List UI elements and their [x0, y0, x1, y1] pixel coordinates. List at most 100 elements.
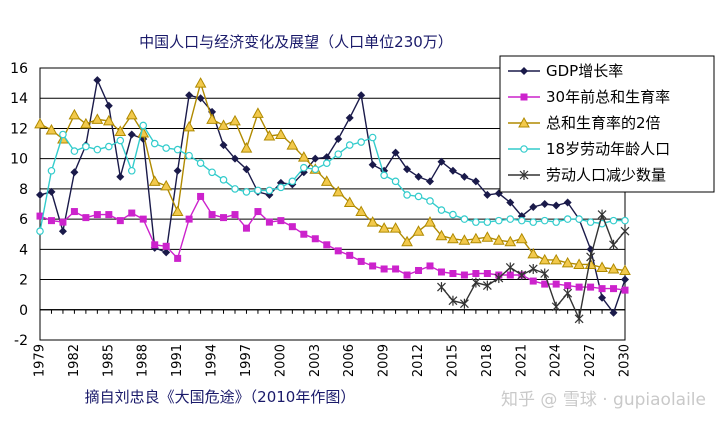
x-tick-label: 2030: [618, 344, 633, 377]
legend-label: 总和生育率的2倍: [546, 114, 661, 132]
data-point-series-4: [47, 166, 56, 175]
data-point-series-3: [206, 113, 218, 124]
series-line-1: [39, 77, 626, 315]
data-point-series-2: [334, 247, 342, 255]
data-point-series-3: [45, 123, 58, 135]
data-point-series-1: [185, 91, 194, 100]
data-point-series-2: [197, 192, 205, 200]
data-point-series-2: [415, 266, 423, 274]
data-point-series-2: [105, 211, 113, 219]
y-tick-label: 2: [19, 273, 28, 289]
data-point-series-4: [59, 130, 67, 139]
data-point-series-2: [621, 286, 629, 294]
data-point-series-3: [297, 151, 310, 162]
data-point-series-1: [471, 177, 480, 186]
data-point-series-1: [93, 76, 102, 85]
data-point-series-3: [275, 128, 287, 139]
data-point-series-2: [541, 280, 549, 288]
data-point-series-5: [517, 270, 527, 281]
data-point-series-3: [481, 231, 494, 242]
data-point-series-2: [426, 262, 434, 270]
data-point-series-2: [47, 217, 55, 225]
data-point-series-3: [596, 261, 608, 272]
data-point-series-3: [424, 216, 436, 227]
data-point-series-4: [300, 163, 308, 172]
data-point-series-1: [36, 190, 44, 199]
data-point-series-3: [515, 232, 528, 244]
legend-marker: [520, 93, 528, 101]
data-point-series-5: [528, 263, 538, 274]
data-point-series-3: [114, 125, 127, 136]
data-point-series-2: [311, 235, 319, 243]
data-point-series-4: [609, 216, 618, 225]
data-point-series-2: [552, 280, 560, 288]
data-point-series-4: [185, 151, 193, 160]
data-point-series-4: [196, 159, 205, 168]
data-point-series-2: [265, 218, 273, 226]
data-point-series-2: [380, 265, 388, 273]
data-point-series-2: [369, 262, 377, 270]
data-point-series-5: [459, 298, 469, 309]
data-point-series-3: [401, 235, 413, 247]
x-tick-label: 2003: [308, 344, 323, 377]
data-point-series-2: [128, 209, 136, 217]
chart-title: 中国人口与经济变化及展望（人口单位230万）: [139, 33, 453, 51]
data-point-series-3: [504, 235, 517, 247]
data-point-series-1: [173, 166, 182, 175]
legend-marker: [519, 170, 529, 180]
data-point-series-5: [494, 273, 504, 284]
data-point-series-1: [460, 172, 469, 181]
data-point-series-3: [102, 114, 115, 126]
data-point-series-1: [483, 190, 492, 199]
data-point-series-3: [435, 229, 448, 241]
data-point-series-1: [368, 160, 377, 169]
data-point-series-5: [437, 282, 446, 293]
data-point-series-2: [139, 215, 147, 223]
data-point-series-3: [573, 258, 585, 269]
data-point-series-4: [82, 142, 90, 151]
data-point-series-4: [334, 150, 343, 158]
data-point-series-1: [403, 165, 412, 174]
data-point-series-4: [139, 121, 148, 130]
data-point-series-2: [231, 211, 239, 219]
data-point-series-1: [242, 165, 251, 174]
y-tick-label: 14: [10, 91, 28, 107]
data-point-series-1: [448, 166, 457, 175]
data-point-series-4: [575, 215, 583, 223]
y-tick-label: -2: [14, 333, 28, 349]
data-point-series-4: [322, 159, 331, 168]
data-point-series-4: [208, 168, 216, 177]
data-point-series-5: [540, 268, 550, 279]
data-point-series-1: [345, 113, 354, 122]
data-point-series-1: [529, 203, 538, 212]
data-point-series-5: [574, 313, 584, 324]
data-point-series-3: [91, 113, 104, 124]
x-tick-label: 2024: [549, 344, 564, 377]
data-point-series-2: [174, 254, 182, 262]
data-point-series-1: [609, 308, 618, 317]
data-point-series-1: [552, 201, 561, 210]
data-point-series-4: [36, 227, 44, 236]
data-point-series-3: [561, 256, 574, 268]
data-point-series-3: [492, 234, 505, 245]
data-point-series-4: [357, 138, 365, 146]
data-point-series-3: [240, 142, 253, 153]
data-point-series-4: [414, 192, 423, 201]
data-point-series-1: [506, 198, 515, 207]
data-point-series-2: [162, 242, 170, 250]
x-tick-label: 1985: [101, 344, 116, 377]
y-tick-label: 8: [19, 182, 28, 198]
data-point-series-4: [219, 176, 228, 184]
data-point-series-2: [288, 223, 296, 231]
data-point-series-2: [242, 224, 250, 232]
data-point-series-3: [286, 139, 299, 150]
data-point-series-2: [460, 271, 468, 279]
data-point-series-3: [619, 264, 631, 275]
x-tick-label: 1979: [33, 344, 48, 377]
data-point-series-2: [357, 257, 365, 265]
legend-marker: [518, 116, 530, 128]
data-point-series-4: [449, 210, 457, 219]
data-point-series-2: [208, 211, 216, 219]
data-point-series-4: [529, 218, 538, 226]
